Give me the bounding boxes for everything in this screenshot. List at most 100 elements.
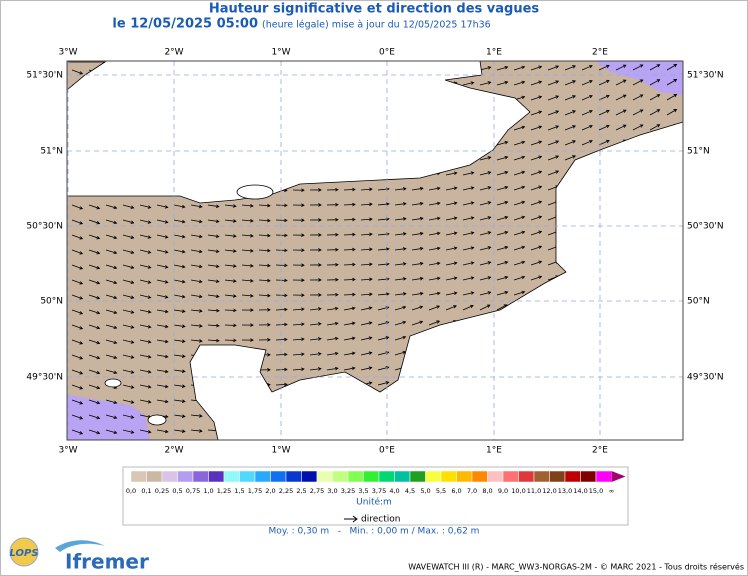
wave-arrow <box>122 204 134 209</box>
wave-arrow <box>207 309 219 312</box>
wave-arrow-head <box>317 367 322 371</box>
wave-arrow-head <box>335 247 339 252</box>
wave-arrow-head <box>113 280 118 285</box>
wave-arrow-head <box>369 202 373 207</box>
wave-arrow <box>411 277 423 281</box>
wave-arrow <box>343 367 355 371</box>
wave-arrow <box>343 352 355 356</box>
wave-arrow <box>513 141 525 146</box>
wave-arrow-head <box>96 325 101 330</box>
wave-arrow <box>343 307 355 311</box>
wave-arrow <box>122 369 134 374</box>
wave-arrow <box>258 294 271 297</box>
wave-arrow <box>479 156 491 161</box>
wave-arrow-head <box>521 140 526 145</box>
wave-arrow <box>173 249 185 253</box>
wave-arrow <box>190 279 202 283</box>
wave-arrow-head <box>130 340 135 344</box>
wave-arrow <box>343 233 356 236</box>
wave-arrow <box>360 263 372 266</box>
wave-arrow <box>360 188 372 191</box>
wave-arrow-head <box>436 231 441 236</box>
wave-arrow-head <box>572 125 577 129</box>
wave-arrow <box>139 324 151 328</box>
wave-arrow-head <box>351 321 356 326</box>
wave-arrow <box>156 354 168 358</box>
wave-arrow <box>88 354 100 359</box>
wave-arrow <box>71 234 83 240</box>
wave-arrow <box>139 279 151 284</box>
wave-arrow <box>411 306 423 311</box>
wave-arrow <box>479 201 491 206</box>
wave-arrow-head <box>232 204 237 208</box>
wave-arrow-head <box>470 201 475 205</box>
color-box <box>161 470 178 483</box>
wave-arrow-head <box>538 200 543 204</box>
wave-arrow-head <box>284 307 288 312</box>
wave-arrow-head <box>164 250 169 254</box>
wave-arrow <box>122 414 134 419</box>
wave-arrow <box>462 217 474 221</box>
wave-arrow-head <box>368 381 373 385</box>
wave-arrow <box>156 234 168 238</box>
wave-arrow-head <box>147 355 152 359</box>
wave-arrow <box>156 219 168 223</box>
wave-arrow-head <box>301 218 305 222</box>
wave-arrow <box>360 203 372 206</box>
wave-arrow <box>666 64 677 71</box>
wave-arrow-head <box>470 186 475 190</box>
wave-arrow-head <box>250 219 254 223</box>
stats: Moy. : 0,30 m - Min. : 0,00 m / Max. : 0… <box>269 527 480 537</box>
wave-arrow-head <box>130 325 135 329</box>
wave-arrow <box>394 188 406 191</box>
wave-arrow <box>122 264 134 269</box>
wave-arrow-head <box>470 246 475 250</box>
wave-arrow <box>326 367 338 371</box>
wave-arrow-head <box>318 278 322 282</box>
wave-arrow-head <box>267 368 271 372</box>
direction-label: direction <box>361 515 400 525</box>
wave-arrow <box>139 234 151 239</box>
wave-arrow-head <box>147 250 152 254</box>
wave-arrow-head <box>164 309 169 314</box>
wave-arrow <box>258 219 271 222</box>
wave-arrow <box>496 246 508 251</box>
wave-arrow-head <box>352 232 356 237</box>
wave-arrow <box>445 277 457 281</box>
wave-arrow <box>139 429 151 433</box>
lon-label: 0°E <box>379 446 395 456</box>
wave-arrow <box>530 126 542 131</box>
high-wave-area <box>67 395 150 440</box>
wave-arrow-head <box>470 216 475 220</box>
wave-arrow-head <box>470 231 475 235</box>
wave-arrow <box>462 292 474 296</box>
wave-arrow <box>88 234 100 239</box>
wave-arrow-head <box>673 79 678 83</box>
wave-arrow-head <box>589 65 593 69</box>
wave-arrow-head <box>335 217 339 222</box>
wave-arrow <box>496 66 508 71</box>
wave-arrow-head <box>521 260 526 265</box>
wave-arrow <box>88 219 100 224</box>
wave-arrow <box>496 171 508 176</box>
wave-arrow-head <box>267 233 271 238</box>
wave-arrow-head <box>79 251 84 255</box>
scale-label: 3,5 <box>358 487 368 495</box>
wave-arrow-head <box>605 139 610 144</box>
wave-arrow <box>88 384 100 389</box>
wave-arrow <box>598 110 610 116</box>
wave-arrow <box>71 219 83 225</box>
wave-arrow <box>156 399 168 403</box>
wave-arrow-head <box>147 400 152 404</box>
wave-arrow <box>258 264 271 267</box>
wave-arrow <box>666 94 677 101</box>
wave-arrow <box>615 124 627 131</box>
wave-arrow <box>173 204 185 208</box>
wave-arrow-head <box>147 325 152 329</box>
wave-arrow-head <box>521 125 526 130</box>
wave-arrow-head <box>79 326 84 330</box>
wave-arrow-head <box>199 309 203 313</box>
wave-arrow-head <box>130 235 135 239</box>
wave-arrow <box>530 201 542 206</box>
